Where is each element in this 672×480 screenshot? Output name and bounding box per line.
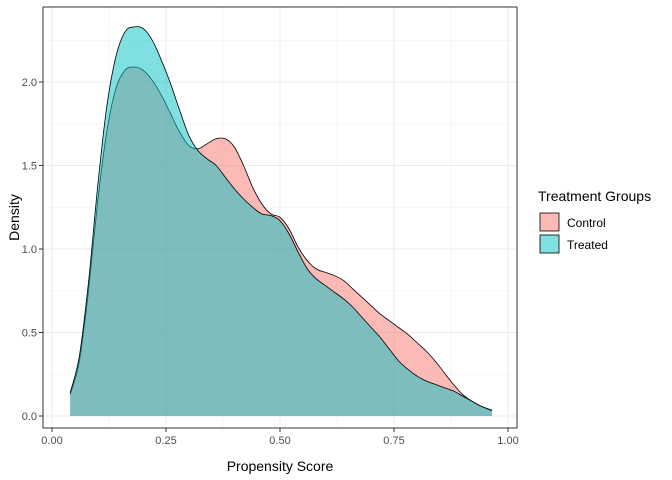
legend-swatch-treated	[539, 234, 560, 254]
y-axis-title: Density	[6, 194, 22, 241]
y-tick-label: 2.0	[22, 77, 37, 89]
y-tick-label: 0.5	[22, 328, 37, 340]
x-tick-label: 0.50	[269, 435, 290, 447]
density-line-treated	[69, 26, 493, 411]
x-tick-label: 0.00	[41, 435, 62, 447]
y-tick-label: 1.5	[22, 161, 37, 173]
legend-label-treated: Treated	[567, 238, 608, 252]
x-tick-label: 0.25	[155, 435, 176, 447]
axes: 0.00 0.25 0.50 0.75 1.00 0.0 0.5 1.0 1.5 2.0	[22, 77, 519, 447]
x-tick-label: 1.00	[497, 435, 518, 447]
legend-title: Treatment Groups	[538, 188, 651, 204]
y-tick-label: 1.0	[22, 244, 37, 256]
density-areas	[69, 26, 493, 416]
legend: Treatment Groups Control Treated	[538, 188, 651, 254]
legend-label-control: Control	[567, 216, 606, 230]
x-tick-label: 0.75	[383, 435, 404, 447]
legend-swatch-control	[539, 212, 560, 232]
x-axis-title: Propensity Score	[227, 458, 334, 474]
y-tick-label: 0.0	[22, 411, 37, 423]
density-area-treated	[70, 26, 492, 416]
